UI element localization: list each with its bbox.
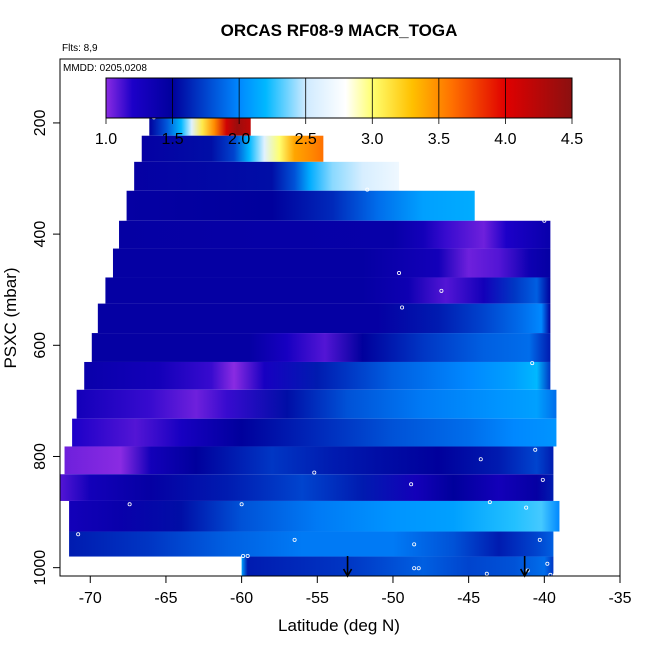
heatmap-band — [119, 220, 551, 249]
colorbar-tick-label: 1.0 — [95, 131, 117, 148]
sample-point — [487, 500, 492, 505]
colorbar-tick-label: 2.0 — [228, 131, 250, 148]
sample-point — [409, 482, 414, 487]
heatmap-band — [84, 361, 551, 390]
sample-point — [533, 447, 538, 452]
sample-point — [542, 218, 547, 223]
dates-note: MMDD: 0205,0208 — [63, 63, 147, 74]
colorbar-tick-label: 3.0 — [361, 131, 383, 148]
x-axis-label: Latitude (deg N) — [278, 616, 400, 635]
sample-point — [365, 187, 370, 192]
sample-point — [245, 553, 250, 558]
heatmap-band — [64, 446, 554, 475]
colorbar-tick-label: 1.5 — [161, 131, 183, 148]
y-axis-label: PSXC (mbar) — [1, 267, 20, 368]
axes: -70 -65 -60 -55 -50 -45 -40 -35 200 400 600 800 1000 — [32, 109, 631, 607]
x-tick-label: -50 — [381, 590, 404, 607]
y-tick-label: 400 — [32, 221, 49, 248]
sample-point — [241, 553, 246, 558]
x-tick-label: -70 — [79, 590, 102, 607]
y-tick-label: 800 — [32, 443, 49, 470]
sample-point — [478, 457, 483, 462]
x-tick-label: -45 — [457, 590, 480, 607]
sample-point — [239, 502, 244, 507]
sample-point — [412, 542, 417, 547]
y-tick-label: 200 — [32, 109, 49, 136]
colorbar-gradient — [105, 77, 573, 119]
heatmap-band — [72, 418, 557, 447]
sample-point — [530, 361, 535, 366]
chart-title: ORCAS RF08-9 MACR_TOGA — [221, 21, 458, 40]
plot-area — [60, 110, 560, 576]
colorbar-tick-label: 3.5 — [428, 131, 450, 148]
sample-point — [478, 213, 483, 218]
sample-point — [484, 571, 489, 576]
colorbar-tick-label: 4.0 — [494, 131, 516, 148]
sample-point — [540, 477, 545, 482]
x-tick-label: -55 — [306, 590, 329, 607]
heatmap-band — [241, 556, 554, 576]
colorbar-tick-label: 4.5 — [561, 131, 583, 148]
sample-point — [76, 532, 81, 537]
heatmap-band — [69, 500, 560, 532]
sample-point — [312, 470, 317, 475]
y-tick-label: 1000 — [32, 550, 49, 586]
latitude-arrow-marker — [342, 556, 353, 578]
sample-point — [400, 305, 405, 310]
sample-point — [524, 505, 529, 510]
colorbar: 1.0 1.5 2.0 2.5 3.0 3.5 4.0 4.5 — [95, 77, 583, 148]
flights-note: Flts: 8,9 — [62, 43, 98, 54]
plot-frame — [59, 58, 621, 577]
sample-point — [416, 566, 421, 571]
heatmap-band — [141, 135, 324, 162]
heatmap-band — [97, 303, 551, 334]
sample-point — [292, 537, 297, 542]
colorbar-tick-label: 2.5 — [295, 131, 317, 148]
heatmap-band — [69, 531, 554, 557]
sample-point — [548, 572, 553, 576]
x-tick-label: -60 — [230, 590, 253, 607]
sample-point — [397, 271, 402, 276]
sample-point — [412, 566, 417, 571]
heatmap-band — [105, 277, 551, 304]
sample-point — [439, 288, 444, 293]
x-tick-label: -65 — [154, 590, 177, 607]
sample-point — [552, 572, 557, 576]
y-tick-label: 600 — [32, 332, 49, 359]
heatmap-band — [60, 474, 554, 501]
sample-point — [127, 502, 132, 507]
heatmap-band — [126, 190, 475, 221]
sample-point — [545, 561, 550, 566]
x-tick-label: -35 — [608, 590, 631, 607]
latitude-arrow-marker — [519, 556, 530, 578]
sample-point — [537, 537, 542, 542]
heatmap-band — [76, 389, 557, 419]
heatmap-band — [91, 333, 551, 362]
heatmap-band — [112, 248, 551, 278]
x-tick-label: -40 — [533, 590, 556, 607]
heatmap-band — [134, 161, 400, 191]
